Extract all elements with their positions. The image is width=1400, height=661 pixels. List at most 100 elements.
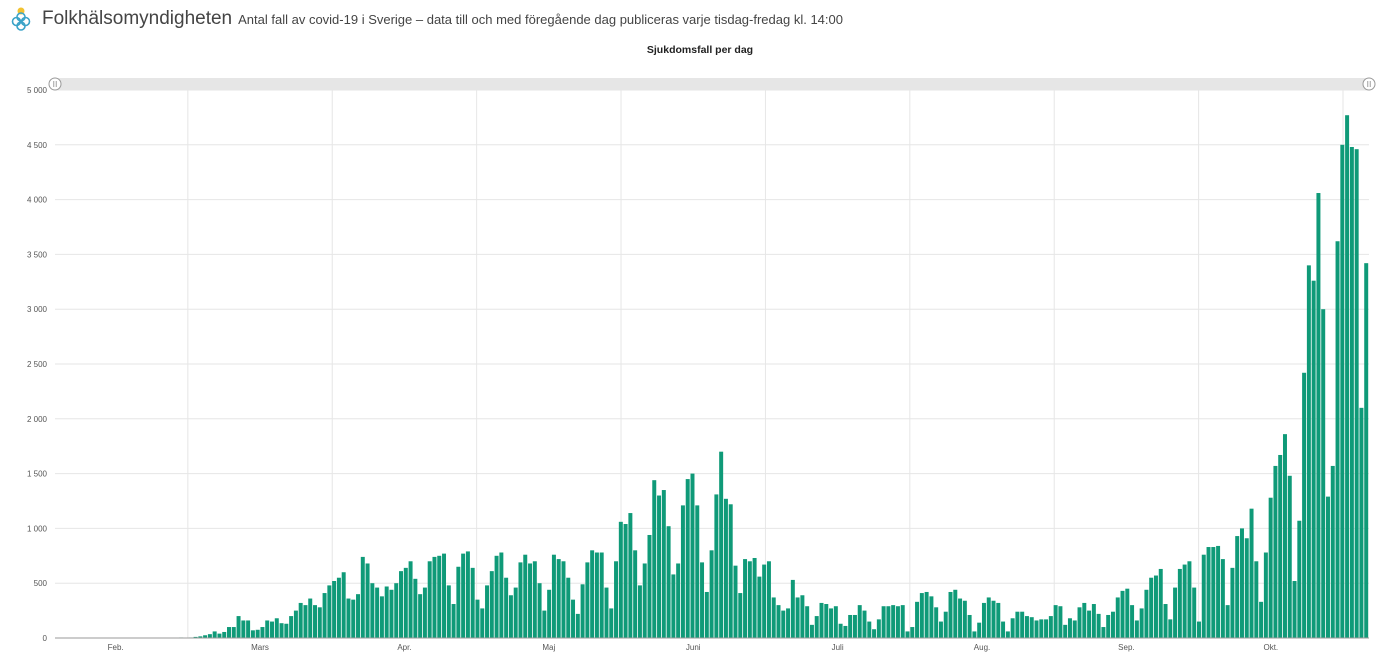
bar	[504, 577, 509, 638]
bar	[341, 572, 346, 638]
handle-knob[interactable]	[1362, 77, 1376, 91]
bar	[365, 563, 370, 638]
bar	[193, 636, 198, 638]
bar	[532, 561, 537, 638]
bar	[427, 561, 432, 638]
bar	[580, 584, 585, 638]
bar	[1345, 115, 1350, 638]
x-tick-label: Aug.	[974, 643, 990, 652]
bar	[962, 600, 967, 638]
bar	[528, 563, 533, 638]
bar	[1010, 618, 1015, 638]
bar	[422, 587, 427, 638]
bar	[723, 498, 728, 638]
bar	[1282, 434, 1287, 638]
bar	[633, 550, 638, 638]
bar	[270, 621, 274, 638]
bar	[738, 593, 743, 638]
bar	[1067, 618, 1072, 638]
bar	[690, 473, 695, 638]
bar	[1101, 627, 1106, 638]
bar	[1196, 621, 1201, 638]
bar	[628, 513, 633, 638]
bar	[680, 505, 685, 638]
y-tick-label: 3 000	[27, 305, 48, 314]
bar	[1015, 611, 1020, 638]
bar	[470, 567, 475, 638]
bar	[1187, 561, 1192, 638]
bar	[360, 556, 365, 638]
bar	[227, 627, 231, 638]
bar	[1063, 624, 1068, 638]
y-tick-label: 1 000	[27, 524, 48, 533]
bar	[590, 550, 595, 638]
bar	[1163, 604, 1168, 638]
x-tick-label: Maj	[542, 643, 555, 652]
bar	[762, 564, 767, 638]
bar	[298, 602, 303, 638]
bar	[1330, 465, 1335, 638]
bar	[551, 554, 556, 638]
zoom-scrollbar[interactable]	[48, 77, 1376, 91]
bar	[1173, 587, 1178, 638]
bar	[246, 620, 251, 638]
flower-logo-icon	[11, 7, 31, 31]
bar	[958, 598, 963, 638]
bar	[313, 605, 317, 638]
bar	[518, 562, 523, 638]
bar	[795, 597, 800, 638]
bar	[384, 586, 389, 638]
bar	[1115, 597, 1120, 638]
bar	[833, 606, 838, 638]
brand-name: Folkhälsomyndigheten	[42, 8, 233, 29]
bar	[284, 623, 289, 638]
x-tick-label: Sep.	[1118, 643, 1134, 652]
bar	[1020, 611, 1025, 638]
bar	[1297, 520, 1302, 638]
scrollbar-left-handle[interactable]	[48, 77, 62, 91]
bar	[379, 596, 384, 638]
bar	[332, 581, 337, 638]
bar	[351, 599, 356, 638]
bar	[852, 614, 857, 638]
bar	[809, 624, 814, 638]
bar	[1139, 608, 1144, 638]
bar	[566, 577, 571, 638]
bar	[1263, 552, 1268, 638]
bar	[719, 451, 724, 638]
bar	[829, 608, 834, 638]
bar	[494, 555, 499, 638]
bar	[953, 589, 958, 638]
bar	[819, 602, 824, 638]
bar	[1268, 497, 1273, 638]
handle-knob[interactable]	[48, 77, 62, 91]
bar	[991, 600, 996, 638]
bar	[604, 587, 609, 638]
bar	[915, 601, 920, 638]
bar	[972, 631, 977, 638]
bar	[857, 605, 862, 638]
bar	[881, 606, 886, 638]
bar	[561, 561, 566, 638]
bar	[714, 494, 719, 638]
bar	[389, 589, 394, 638]
y-tick-label: 5 000	[27, 86, 48, 95]
bar	[919, 593, 924, 638]
bar	[523, 554, 528, 638]
bar	[437, 555, 442, 638]
y-axis-ticks: 0 500 1 000 1 500 2 000 2 500 3 000 3 500 4 000 4…	[27, 86, 48, 643]
bar	[236, 616, 241, 638]
bar	[938, 621, 943, 638]
bar	[1039, 619, 1044, 638]
bar	[1034, 620, 1039, 638]
bar	[571, 599, 576, 638]
x-tick-label: Mars	[251, 643, 269, 652]
bar	[1206, 547, 1211, 638]
scrollbar-right-handle[interactable]	[1362, 77, 1376, 91]
bar	[308, 598, 313, 638]
bar	[766, 561, 771, 638]
bar	[623, 524, 628, 638]
y-tick-label: 2 500	[27, 360, 48, 369]
bar	[1211, 547, 1216, 638]
